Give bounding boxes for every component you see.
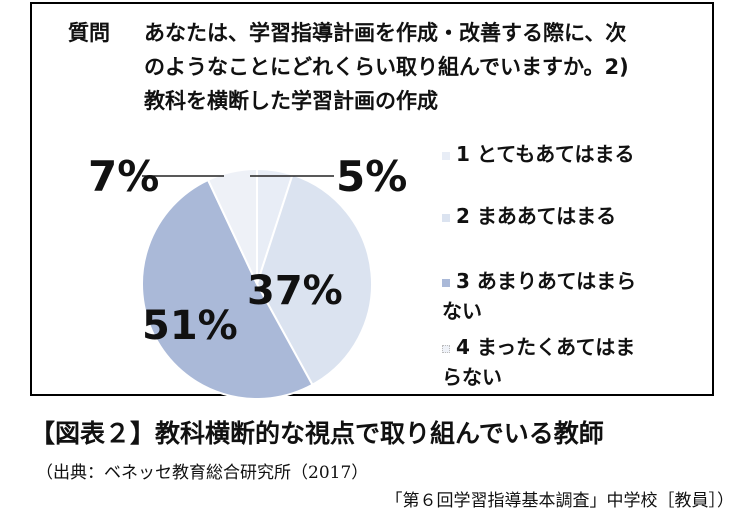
legend-swatch-4 <box>442 344 450 353</box>
source-line-1: （出典：ベネッセ教育総合研究所（2017） <box>36 463 369 483</box>
data-label-51pct: 51% <box>142 303 238 349</box>
legend-swatch-3 <box>442 278 450 287</box>
pie-slice-3 <box>141 178 314 398</box>
legend-label-4a: 4 まったくあてはま <box>456 335 636 359</box>
legend-item-1: 1 とてもあてはまる <box>442 139 634 169</box>
question-label: 質問 <box>68 21 110 45</box>
pie-chart: 7% 5% 37% 51% <box>88 152 407 398</box>
legend-label-3a: 3 あまりあてはまら <box>456 269 637 293</box>
data-label-7pct: 7% <box>88 152 159 201</box>
pie-slices <box>141 167 373 398</box>
figure-frame: 質問 あなたは、学習指導計画を作成・改善する際に、次 のようなことにどれくらい取… <box>30 2 714 398</box>
question-line-3: 教科を横断した学習計画の作成 <box>144 89 438 113</box>
data-label-37pct: 37% <box>247 268 343 314</box>
legend-label-2: 2 まああてはまる <box>456 204 617 228</box>
legend-swatch-2 <box>442 213 450 222</box>
figure-caption: 【図表２】教科横断的な視点で取り組んでいる教師 <box>30 419 604 448</box>
pie-slice-4 <box>206 167 258 285</box>
legend-swatch-1 <box>442 151 450 160</box>
legend-item-3: 3 あまりあてはまら ない <box>442 266 636 326</box>
pie-slice-2 <box>255 173 373 387</box>
question-line-1: あなたは、学習指導計画を作成・改善する際に、次 <box>144 21 627 45</box>
legend-item-4: 4 まったくあてはま らない <box>442 332 635 392</box>
legend-label-1: 1 とてもあてはまる <box>456 142 635 166</box>
legend-item-2: 2 まああてはまる <box>442 201 616 231</box>
question-line-2: のようなことにどれくらい取り組んでいますか。2) <box>144 55 629 79</box>
legend-label-4b: らない <box>442 365 502 389</box>
data-label-5pct: 5% <box>336 152 407 201</box>
legend-label-3b: ない <box>442 299 482 323</box>
source-line-2: 「第６回学習指導基本調査」中学校［教員］） <box>385 491 735 511</box>
